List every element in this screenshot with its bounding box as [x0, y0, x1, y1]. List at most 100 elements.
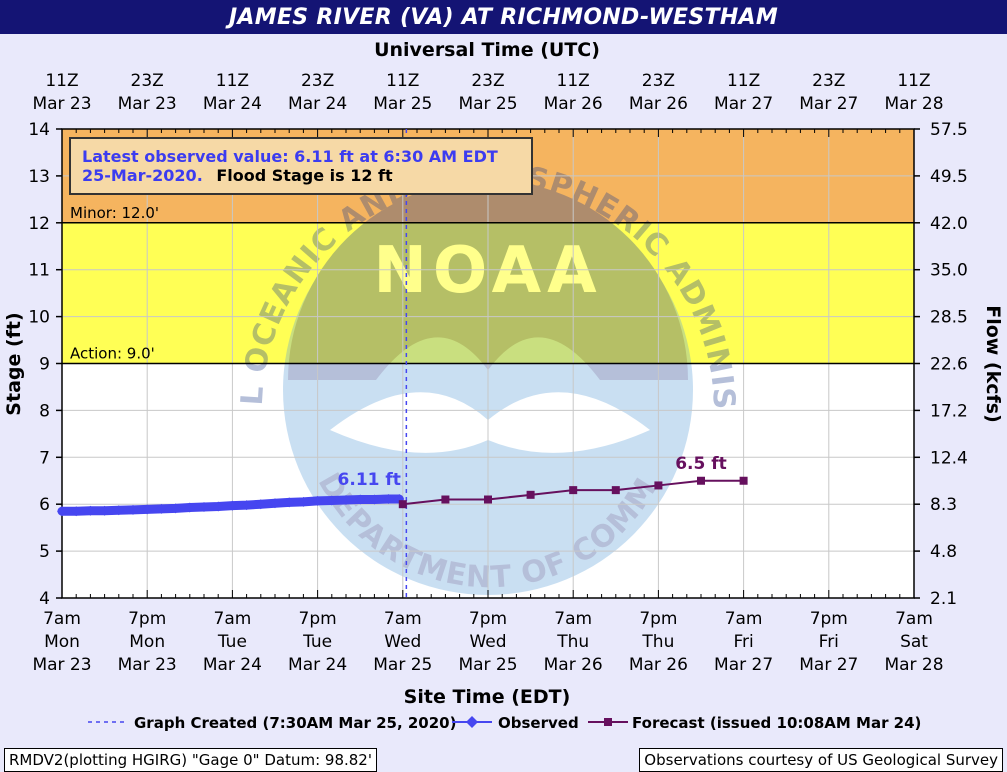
x-tick-label: 7am — [725, 609, 763, 629]
x-tick-label: Mar 23 — [32, 655, 91, 675]
y2-tick-label: 49.5 — [930, 167, 968, 187]
observed-point — [170, 503, 181, 514]
legend-forecast-label: Forecast (issued 10:08AM Mar 24) — [632, 714, 921, 732]
y2-axis-title: Flow (kcfs) — [982, 305, 1004, 423]
footer-credit-note: Observations courtesy of US Geological S… — [639, 748, 1003, 772]
observed-point — [213, 501, 224, 512]
observed-point — [99, 505, 110, 516]
y2-tick-label: 35.0 — [930, 261, 968, 281]
x-tick-label: Mar 26 — [629, 655, 688, 675]
forecast-point — [697, 476, 705, 485]
x-tick-label: 7am — [384, 609, 422, 629]
y-tick-label: 14 — [28, 120, 50, 140]
x-tick-label: Wed — [384, 632, 421, 652]
y-tick-label: 12 — [28, 214, 50, 234]
footer-datum-note: RMDV2(plotting HGIRG) "Gage 0" Datum: 98… — [4, 748, 377, 772]
x-tick-label: Tue — [217, 632, 247, 652]
x-tick-label: Thu — [556, 632, 589, 652]
x-tick-label: 7am — [895, 609, 933, 629]
top-tick-label: Mar 25 — [458, 94, 517, 114]
observed-point — [156, 503, 167, 514]
observed-point — [85, 505, 96, 516]
latest-observation-box: Latest observed value: 6.11 ft at 6:30 A… — [69, 137, 533, 195]
x-tick-label: Mar 27 — [799, 655, 858, 675]
observed-point — [270, 498, 280, 509]
x-tick-label: Mar 28 — [884, 655, 943, 675]
y2-tick-label: 57.5 — [930, 120, 968, 140]
observed-point — [255, 499, 266, 510]
x-axis-title: Site Time (EDT) — [404, 686, 571, 708]
forecast-point — [654, 481, 663, 490]
top-tick-label: Mar 27 — [714, 94, 773, 114]
forecast-point — [441, 495, 450, 504]
info-box-flood-stage: Flood Stage is 12 ft — [216, 166, 393, 185]
x-tick-label: Mar 27 — [714, 655, 773, 675]
threshold-label: Minor: 12.0' — [70, 204, 159, 222]
x-tick-label: 7pm — [128, 609, 166, 629]
top-tick-label: 11Z — [216, 71, 249, 91]
top-axis-title: Universal Time (UTC) — [374, 39, 600, 61]
observed-point — [241, 500, 252, 511]
top-tick-label: Mar 26 — [629, 94, 688, 114]
top-tick-label: Mar 23 — [32, 94, 91, 114]
top-tick-label: 11Z — [727, 71, 760, 91]
top-tick-label: Mar 25 — [373, 94, 432, 114]
chart-title: JAMES RIVER (VA) AT RICHMOND-WESTHAM — [228, 4, 779, 30]
forecast-point — [611, 486, 620, 495]
observed-point — [341, 494, 351, 505]
top-tick-label: 11Z — [386, 71, 419, 91]
y-tick-label: 9 — [39, 355, 50, 375]
forecast-point — [569, 486, 578, 495]
legend-forecast-marker — [604, 718, 612, 726]
y-tick-label: 6 — [39, 495, 50, 515]
x-tick-label: Mar 23 — [118, 655, 177, 675]
y2-tick-label: 8.3 — [930, 495, 957, 515]
x-tick-label: 7pm — [299, 609, 337, 629]
top-tick-label: 23Z — [131, 71, 164, 91]
top-tick-label: Mar 24 — [203, 94, 262, 114]
x-tick-label: Mar 24 — [203, 655, 262, 675]
x-tick-label: Mon — [44, 632, 80, 652]
legend: Graph Created (7:30AM Mar 25, 2020) Obse… — [88, 714, 921, 732]
y-tick-label: 7 — [39, 448, 50, 468]
forecast-point — [398, 500, 407, 509]
observed-point — [383, 494, 394, 505]
threshold-label: Action: 9.0' — [70, 345, 155, 363]
y2-tick-label: 17.2 — [930, 401, 968, 421]
forecast-point — [739, 476, 748, 485]
observed-point — [369, 494, 380, 505]
top-tick-label: Mar 28 — [884, 94, 943, 114]
y-tick-label: 10 — [28, 308, 50, 328]
top-tick-label: Mar 23 — [118, 94, 177, 114]
info-box-date: 25-Mar-2020. — [82, 166, 203, 185]
observed-point — [355, 494, 366, 505]
title-bar: JAMES RIVER (VA) AT RICHMOND-WESTHAM — [0, 0, 1007, 34]
info-box-line1: Latest observed value: 6.11 ft at 6:30 A… — [82, 147, 498, 166]
top-tick-label: Mar 27 — [799, 94, 858, 114]
x-tick-label: 7am — [214, 609, 252, 629]
y2-tick-label: 4.8 — [930, 542, 957, 562]
x-tick-label: 7pm — [810, 609, 848, 629]
info-box-line2: 25-Mar-2020. Flood Stage is 12 ft — [82, 166, 393, 185]
observed-point — [142, 504, 153, 515]
y2-tick-label: 42.0 — [930, 214, 968, 234]
y2-tick-label: 12.4 — [930, 448, 968, 468]
watermark-gull — [330, 392, 650, 453]
y-axis-title: Stage (ft) — [3, 312, 25, 415]
x-tick-label: Mar 25 — [373, 655, 432, 675]
y-tick-label: 5 — [39, 542, 50, 562]
x-tick-label: 7pm — [639, 609, 677, 629]
x-tick-label: Fri — [819, 632, 839, 652]
top-tick-label: 23Z — [471, 71, 504, 91]
observed-point — [57, 506, 67, 517]
observed-point — [184, 502, 195, 513]
forecast-point — [526, 490, 535, 499]
top-tick-label: 11Z — [557, 71, 590, 91]
legend-observed-label: Observed — [498, 714, 579, 732]
top-tick-label: Mar 24 — [288, 94, 347, 114]
top-tick-label: 23Z — [301, 71, 334, 91]
forecast-value-label: 6.5 ft — [675, 454, 727, 474]
x-tick-label: Mar 26 — [544, 655, 603, 675]
watermark-logo-text: NOAA — [373, 234, 602, 308]
x-tick-label: Wed — [469, 632, 506, 652]
